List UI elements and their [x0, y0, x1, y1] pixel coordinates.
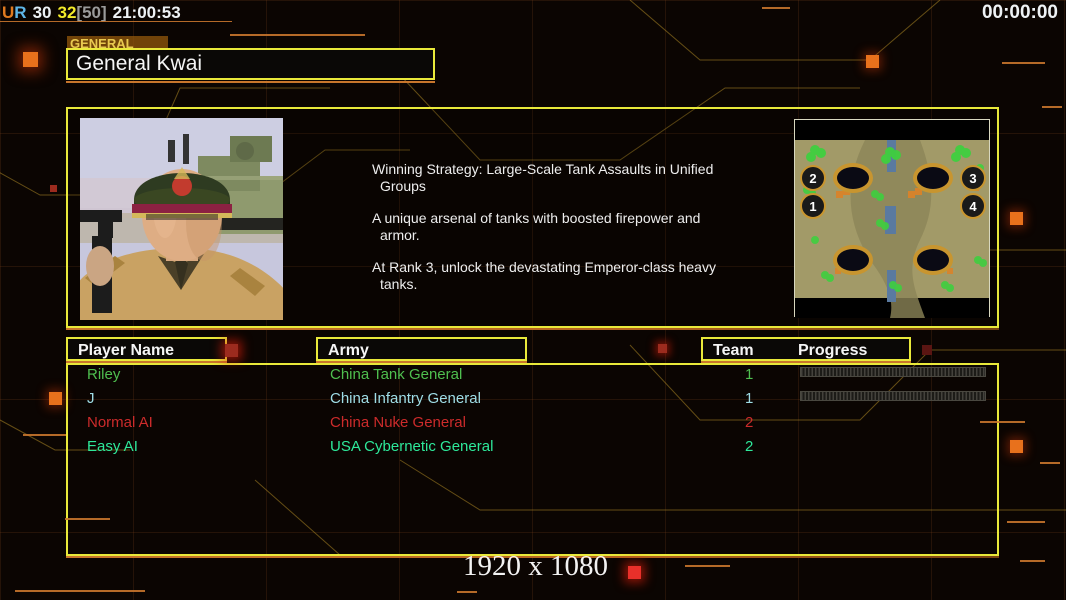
svg-text:1: 1 [809, 199, 816, 214]
svg-text:3: 3 [969, 171, 976, 186]
svg-text:2: 2 [809, 171, 816, 186]
svg-text:4: 4 [969, 199, 977, 214]
